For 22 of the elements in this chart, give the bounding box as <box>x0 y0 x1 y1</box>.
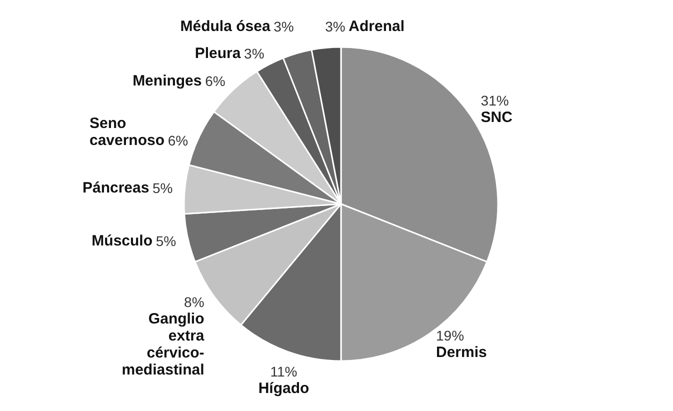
slice-label: Médula ósea <box>180 18 271 35</box>
slice-label: Dermis <box>436 344 487 361</box>
slice-label: Ganglio extra cérvico- mediastinal <box>122 310 205 378</box>
data-label: 6% <box>205 72 226 89</box>
slice-label: Hígado <box>258 380 310 398</box>
data-label: 31% <box>480 92 509 109</box>
data-label: 3% <box>244 45 264 62</box>
data-label: 3% <box>274 18 294 34</box>
data-label: 5% <box>156 232 176 249</box>
data-label: 19% <box>436 327 464 344</box>
slice-label: Meninges <box>132 72 202 90</box>
data-label: 6% <box>168 132 188 149</box>
slice-label: Seno cavernoso <box>89 115 165 150</box>
data-label: 3% <box>325 18 346 34</box>
data-label: 8% <box>184 294 204 310</box>
slice-label: Músculo <box>92 232 153 250</box>
slice-label: SNC <box>480 109 513 126</box>
data-label: 5% <box>152 180 173 196</box>
slice-label: Pleura <box>194 44 242 62</box>
slice-label: Adrenal <box>348 18 405 35</box>
slice-label: Páncreas <box>82 180 150 197</box>
data-label: 11% <box>270 364 298 380</box>
